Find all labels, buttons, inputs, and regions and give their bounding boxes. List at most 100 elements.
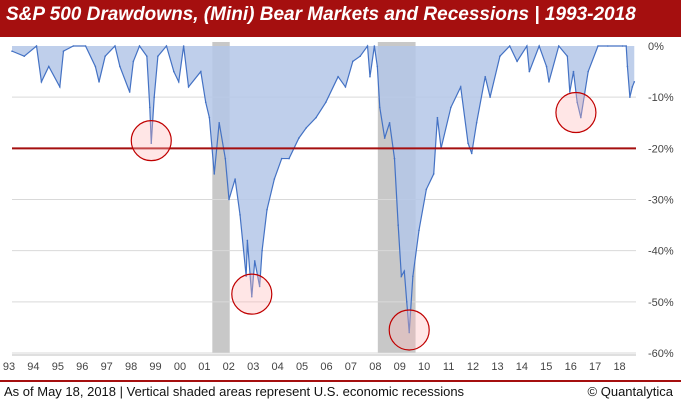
data-point-65 — [405, 301, 408, 303]
data-point-16 — [138, 45, 141, 47]
y-tick-label-0: 0% — [648, 41, 664, 53]
highlight-circle-2 — [231, 273, 273, 315]
y-tick-label-4: -40% — [648, 246, 674, 258]
y-axis: 0% -10% -20% -30% -40% -50% -60% — [648, 41, 674, 360]
data-point-90 — [568, 91, 571, 93]
data-point-43 — [273, 178, 276, 180]
data-point-50 — [337, 75, 339, 78]
x-tick-label-01: 01 — [198, 361, 210, 373]
data-point-48 — [315, 116, 317, 119]
x-tick-label-03: 03 — [247, 361, 259, 373]
data-point-32 — [224, 157, 227, 160]
data-point-15 — [132, 60, 135, 63]
data-point-2 — [35, 45, 38, 47]
x-tick-label-15: 15 — [540, 361, 552, 373]
y-tick-label-5: -50% — [648, 297, 674, 309]
data-point-74 — [459, 86, 462, 88]
x-tick-label-17: 17 — [589, 361, 601, 373]
x-tick-label-06: 06 — [320, 361, 332, 373]
y-tick-label-3: -30% — [648, 195, 674, 207]
data-point-10 — [98, 81, 100, 83]
data-point-63 — [400, 275, 403, 278]
y-tick-label-2: -20% — [648, 143, 674, 155]
data-point-71 — [436, 116, 439, 119]
data-point-89 — [566, 55, 569, 58]
data-point-60 — [388, 121, 391, 124]
x-tick-label-10: 10 — [418, 361, 430, 373]
y-tick-label-1: -10% — [648, 92, 674, 104]
data-point-94 — [587, 70, 589, 73]
data-point-6 — [62, 50, 65, 52]
data-point-24 — [177, 81, 180, 83]
data-point-54 — [366, 45, 369, 47]
data-point-37 — [246, 239, 249, 242]
gridlines — [12, 96, 636, 354]
highlight-circle-4 — [555, 91, 597, 134]
data-point-18 — [148, 106, 151, 109]
data-point-36 — [245, 275, 247, 278]
x-tick-label-12: 12 — [467, 361, 479, 373]
data-point-23 — [173, 70, 175, 73]
data-point-8 — [84, 45, 87, 47]
data-point-98 — [625, 45, 627, 47]
drawdown-chart: 0%-10%-20%-30%-40%-50%-60% 93 94 95 96 97 98 9… — [3, 41, 674, 373]
data-point-97 — [621, 45, 624, 47]
data-point-55 — [369, 75, 371, 78]
footer-note: As of May 18, 2018 | Vertical shaded are… — [4, 384, 465, 399]
data-point-91 — [572, 70, 575, 73]
data-point-11 — [104, 55, 106, 58]
data-point-79 — [489, 96, 491, 98]
data-point-100 — [629, 96, 631, 98]
data-point-51 — [344, 86, 347, 88]
data-point-27 — [199, 70, 202, 73]
footer-brand: © Quantalytica — [587, 384, 673, 399]
data-point-30 — [213, 173, 216, 175]
x-tick-label-97: 97 — [101, 361, 113, 373]
data-point-62 — [397, 224, 399, 226]
x-tick-label-18: 18 — [613, 361, 625, 373]
data-point-81 — [508, 45, 511, 47]
data-point-64 — [403, 270, 406, 272]
data-point-34 — [234, 178, 236, 180]
data-point-102 — [633, 81, 636, 83]
data-point-19 — [150, 142, 153, 145]
data-point-26 — [187, 86, 190, 88]
x-tick-label-16: 16 — [565, 361, 577, 373]
data-point-92 — [576, 101, 578, 104]
data-point-20 — [153, 96, 156, 98]
data-point-70 — [432, 173, 435, 175]
data-point-88 — [557, 45, 560, 47]
data-point-40 — [258, 285, 261, 288]
data-point-85 — [538, 45, 540, 47]
chart-title: S&P 500 Drawdowns, (Mini) Bear Markets a… — [6, 4, 636, 25]
data-point-96 — [607, 45, 609, 47]
data-point-95 — [597, 45, 599, 47]
data-point-44 — [280, 157, 283, 160]
data-point-42 — [266, 208, 268, 211]
x-tick-label-00: 00 — [174, 361, 186, 373]
drawdown-area — [12, 46, 635, 333]
data-point-56 — [373, 45, 376, 47]
x-tick-label-99: 99 — [149, 361, 161, 373]
data-point-41 — [261, 249, 263, 252]
x-tick-label-94: 94 — [27, 361, 39, 373]
data-point-46 — [298, 137, 300, 139]
data-point-53 — [359, 55, 361, 58]
data-point-28 — [204, 101, 207, 104]
data-point-9 — [94, 65, 97, 68]
data-point-68 — [418, 229, 420, 231]
data-point-93 — [580, 116, 582, 119]
data-point-17 — [146, 55, 148, 58]
data-point-52 — [352, 60, 354, 63]
x-tick-label-14: 14 — [516, 361, 528, 373]
x-tick-label-02: 02 — [223, 361, 235, 373]
x-axis: 93 94 95 96 97 98 99 00 01 02 03 04 05 06 07 08 09 10 11 12… — [3, 354, 636, 373]
x-tick-label-13: 13 — [491, 361, 503, 373]
data-point-78 — [484, 75, 487, 78]
data-point-77 — [475, 121, 478, 124]
data-point-3 — [40, 81, 43, 83]
drawdown-series — [11, 44, 636, 334]
data-point-38 — [250, 295, 253, 298]
data-point-83 — [526, 45, 528, 47]
data-point-58 — [378, 106, 381, 109]
